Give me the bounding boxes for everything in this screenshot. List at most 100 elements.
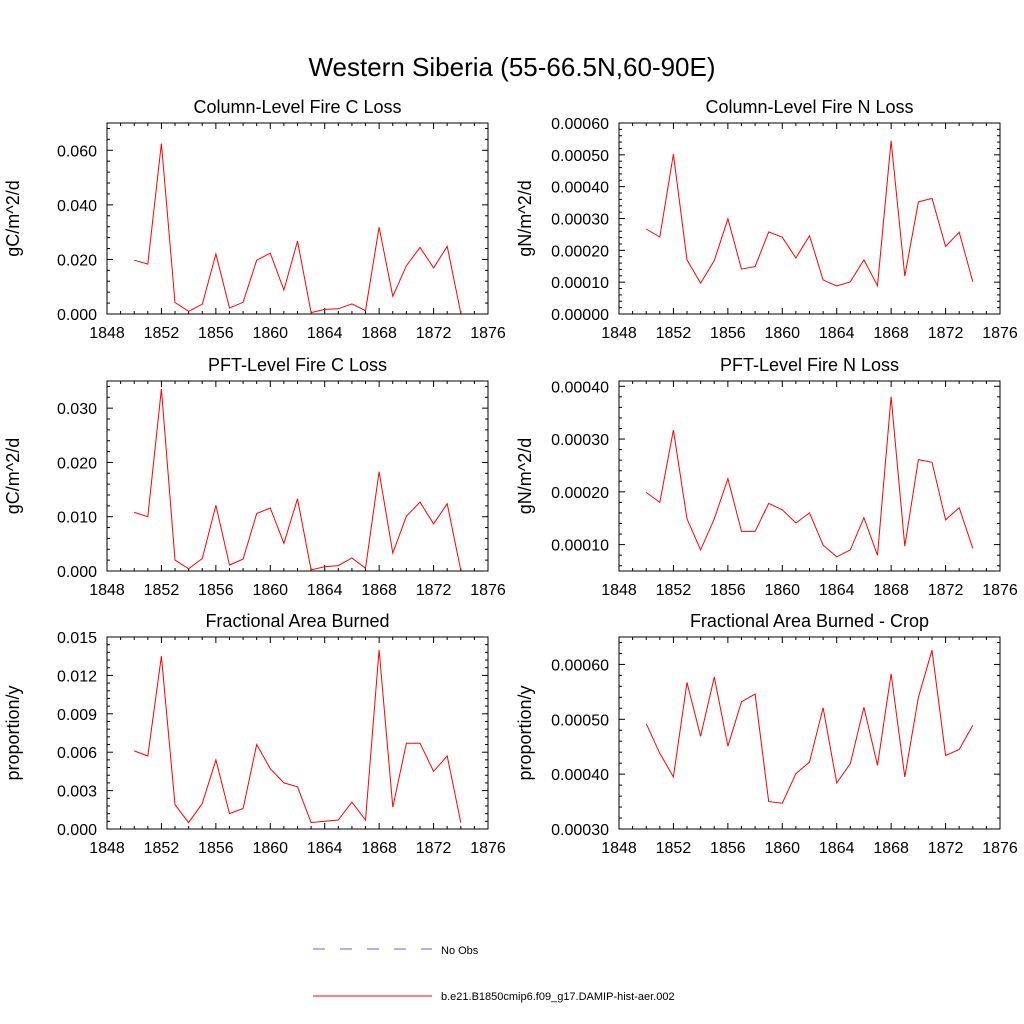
legend-obs-label: No Obs <box>441 945 479 957</box>
y-tick-label: 0.000 <box>57 822 97 839</box>
x-tick-label: 1876 <box>470 582 506 599</box>
y-tick-label: 0.00060 <box>551 657 609 674</box>
y-tick-label: 0.00010 <box>551 538 609 555</box>
x-tick-label: 1872 <box>928 840 964 857</box>
y-tick-label: 0.020 <box>57 455 97 472</box>
x-tick-label: 1848 <box>601 840 637 857</box>
panel-2: Column-Level Fire N Loss gN/m^2/d 1848 1852… <box>515 97 1018 342</box>
y-tick-label: 0.009 <box>57 707 97 724</box>
x-tick-label: 1876 <box>470 325 506 342</box>
y-tick-label: 0.000 <box>57 564 97 581</box>
series-line <box>645 140 974 288</box>
y-tick-label: 0.00000 <box>551 307 609 324</box>
x-tick-label: 1876 <box>470 840 506 857</box>
x-tick-label: 1864 <box>307 840 343 857</box>
x-tick-label: 1868 <box>361 582 397 599</box>
y-axis-label: proportion/y <box>3 685 23 780</box>
panel-title: Fractional Area Burned - Crop <box>690 611 929 631</box>
x-tick-label: 1864 <box>819 325 855 342</box>
series-line <box>134 389 462 571</box>
y-tick-label: 0.00010 <box>551 275 609 292</box>
x-tick-label: 1864 <box>307 325 343 342</box>
x-tick-label: 1868 <box>873 325 909 342</box>
series-line <box>134 649 462 824</box>
panel-title: PFT-Level Fire C Loss <box>208 355 387 375</box>
panel-title: Column-Level Fire C Loss <box>193 97 401 117</box>
x-tick-label: 1876 <box>982 325 1018 342</box>
x-tick-label: 1864 <box>819 840 855 857</box>
y-tick-label: 0.006 <box>57 745 97 762</box>
y-axis-label: gC/m^2/d <box>3 438 23 514</box>
panel-title: Column-Level Fire N Loss <box>705 97 913 117</box>
panel-6: Fractional Area Burned - Crop proportion/… <box>515 611 1018 857</box>
plot-frame <box>618 380 1001 572</box>
x-tick-label: 1876 <box>982 582 1018 599</box>
y-tick-label: 0.040 <box>57 198 97 215</box>
x-tick-label: 1872 <box>928 325 964 342</box>
x-tick-label: 1852 <box>656 840 692 857</box>
x-tick-label: 1848 <box>89 325 125 342</box>
x-tick-label: 1860 <box>764 582 800 599</box>
y-axis-label: gN/m^2/d <box>515 438 535 514</box>
x-tick-label: 1848 <box>89 840 125 857</box>
x-tick-label: 1868 <box>873 582 909 599</box>
x-tick-label: 1848 <box>89 582 125 599</box>
series-line <box>645 650 974 804</box>
x-tick-label: 1860 <box>252 325 288 342</box>
panel-grid: Column-Level Fire C Loss gC/m^2/d 1848 1852… <box>3 97 1018 857</box>
y-tick-label: 0.010 <box>57 510 97 527</box>
series-line <box>645 396 974 558</box>
y-axis-label: gC/m^2/d <box>3 180 23 256</box>
y-tick-label: 0.00030 <box>551 212 609 229</box>
y-tick-label: 0.00040 <box>551 180 609 197</box>
x-tick-label: 1860 <box>764 325 800 342</box>
y-tick-label: 0.00030 <box>551 822 609 839</box>
y-tick-label: 0.015 <box>57 630 97 647</box>
y-tick-label: 0.00020 <box>551 485 609 502</box>
x-tick-label: 1856 <box>198 325 234 342</box>
y-tick-label: 0.012 <box>57 668 97 685</box>
panel-1: Column-Level Fire C Loss gC/m^2/d 1848 1852… <box>3 97 506 342</box>
x-tick-label: 1848 <box>601 325 637 342</box>
x-tick-label: 1868 <box>361 840 397 857</box>
x-tick-label: 1856 <box>198 840 234 857</box>
x-tick-label: 1852 <box>144 325 180 342</box>
x-tick-label: 1864 <box>819 582 855 599</box>
x-tick-label: 1872 <box>416 325 452 342</box>
y-tick-label: 0.060 <box>57 143 97 160</box>
x-tick-label: 1872 <box>416 582 452 599</box>
x-tick-label: 1852 <box>656 582 692 599</box>
y-tick-label: 0.00020 <box>551 243 609 260</box>
x-tick-label: 1852 <box>656 325 692 342</box>
x-tick-label: 1856 <box>710 840 746 857</box>
series-line <box>134 143 462 314</box>
x-tick-label: 1856 <box>198 582 234 599</box>
y-tick-label: 0.000 <box>57 307 97 324</box>
x-tick-label: 1852 <box>144 840 180 857</box>
x-tick-label: 1868 <box>873 840 909 857</box>
x-tick-label: 1856 <box>710 325 746 342</box>
x-tick-label: 1860 <box>252 582 288 599</box>
plot-frame <box>106 636 489 830</box>
y-tick-label: 0.003 <box>57 784 97 801</box>
y-tick-label: 0.030 <box>57 401 97 418</box>
legend: No Obs b.e21.B1850cmip6.f09_g17.DAMIP-hi… <box>313 945 675 1003</box>
x-tick-label: 1848 <box>601 582 637 599</box>
y-axis-label: proportion/y <box>515 685 535 780</box>
figure-title: Western Siberia (55-66.5N,60-90E) <box>308 52 715 82</box>
y-tick-label: 0.00050 <box>551 712 609 729</box>
panel-title: PFT-Level Fire N Loss <box>720 355 899 375</box>
panel-title: Fractional Area Burned <box>205 611 389 631</box>
y-tick-label: 0.00040 <box>551 379 609 396</box>
y-axis-label: gN/m^2/d <box>515 180 535 256</box>
legend-model-label: b.e21.B1850cmip6.f09_g17.DAMIP-hist-aer.… <box>441 991 675 1003</box>
plot-frame <box>106 122 489 315</box>
plot-frame <box>618 122 1001 315</box>
x-tick-label: 1868 <box>361 325 397 342</box>
panel-4: PFT-Level Fire N Loss gN/m^2/d 1848 1852 185… <box>515 355 1018 599</box>
x-tick-label: 1860 <box>764 840 800 857</box>
x-tick-label: 1860 <box>252 840 288 857</box>
y-tick-label: 0.00030 <box>551 432 609 449</box>
x-tick-label: 1876 <box>982 840 1018 857</box>
